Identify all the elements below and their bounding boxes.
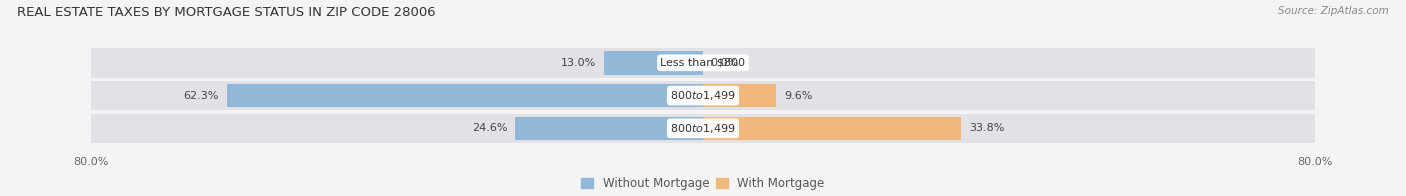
Text: 9.6%: 9.6% [785, 91, 813, 101]
Text: Source: ZipAtlas.com: Source: ZipAtlas.com [1278, 6, 1389, 16]
Bar [91, 48, 1315, 78]
Text: $800 to $1,499: $800 to $1,499 [671, 122, 735, 135]
Bar [515, 116, 703, 140]
Text: 33.8%: 33.8% [969, 123, 1004, 133]
Bar [703, 116, 962, 140]
Bar [91, 81, 1315, 110]
Text: $800 to $1,499: $800 to $1,499 [671, 89, 735, 102]
Text: 0.0%: 0.0% [710, 58, 740, 68]
Legend: Without Mortgage, With Mortgage: Without Mortgage, With Mortgage [581, 177, 825, 190]
Text: REAL ESTATE TAXES BY MORTGAGE STATUS IN ZIP CODE 28006: REAL ESTATE TAXES BY MORTGAGE STATUS IN … [17, 6, 436, 19]
Bar [603, 51, 703, 75]
Text: 24.6%: 24.6% [472, 123, 508, 133]
Bar [226, 84, 703, 107]
Text: 62.3%: 62.3% [184, 91, 219, 101]
Text: Less than $800: Less than $800 [661, 58, 745, 68]
Bar [703, 84, 776, 107]
Text: 13.0%: 13.0% [561, 58, 596, 68]
Bar [91, 113, 1315, 143]
